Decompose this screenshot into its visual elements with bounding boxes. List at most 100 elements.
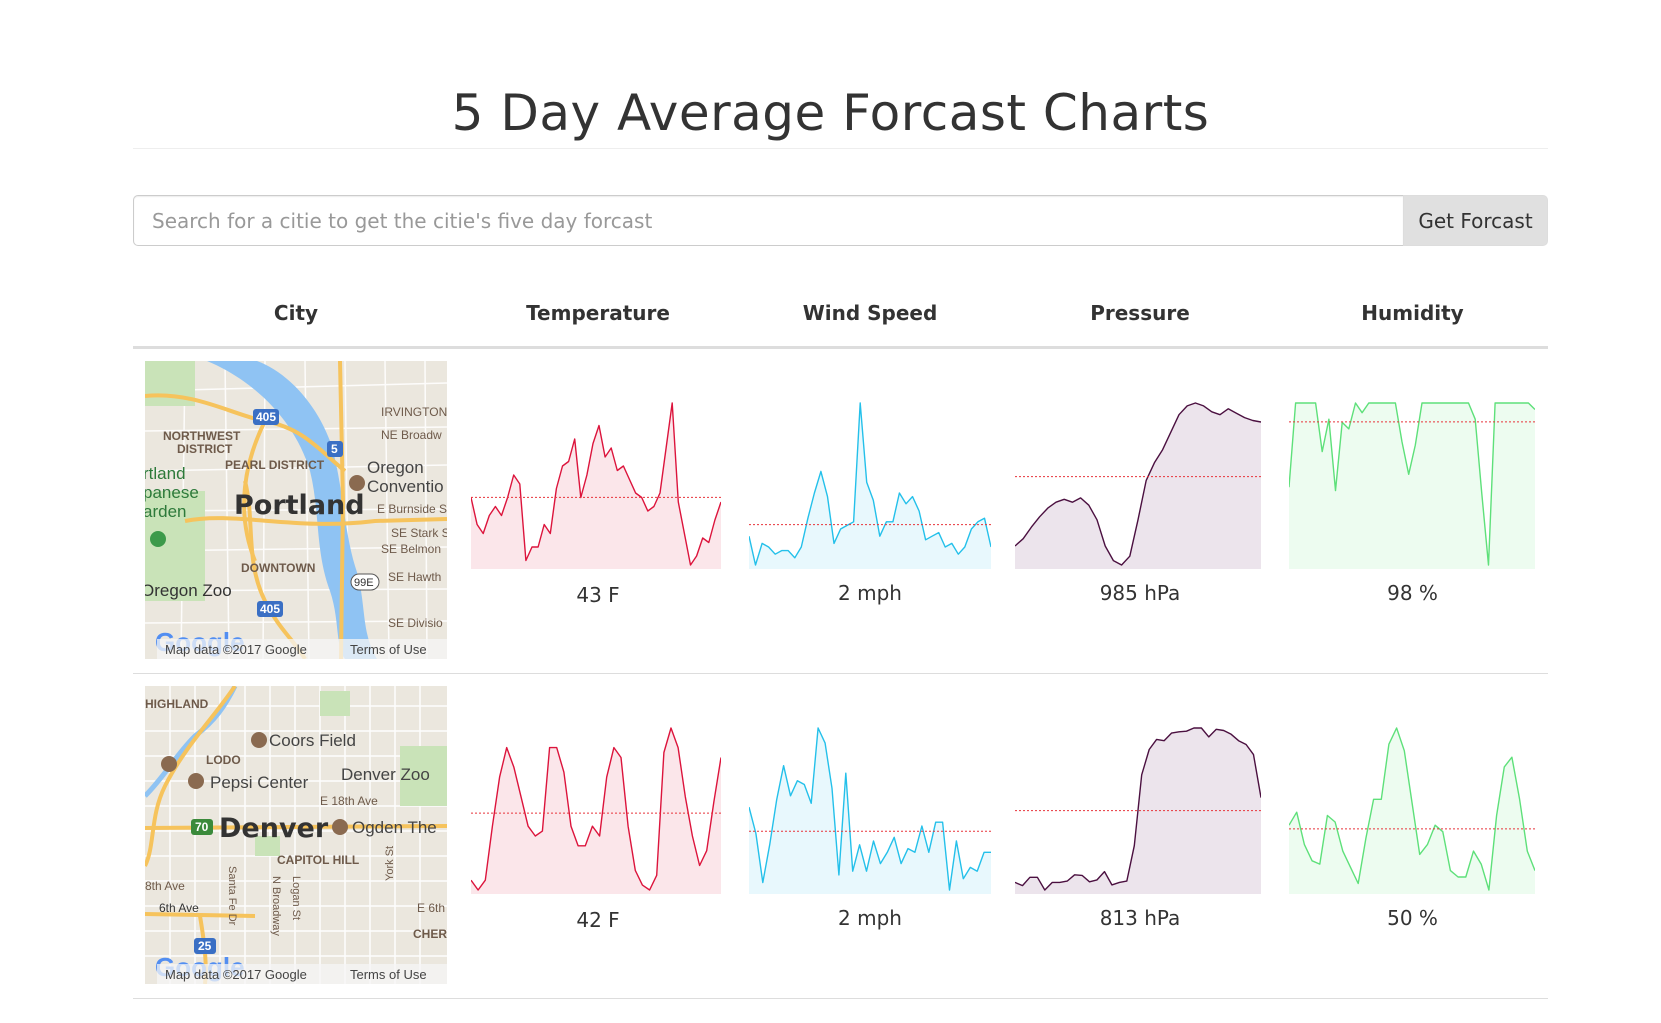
map-label: Logan St bbox=[290, 876, 302, 920]
pressure-cell: 985 hPa bbox=[1003, 347, 1277, 674]
map-attribution: Map data ©2017 Google bbox=[165, 642, 307, 657]
map-label: Conventio bbox=[367, 477, 444, 496]
map-shield-2: 25 bbox=[198, 939, 212, 953]
wind-speed-value: 2 mph bbox=[838, 581, 902, 605]
wind-speed-sparkline bbox=[749, 402, 991, 569]
humidity-sparkline bbox=[1289, 402, 1535, 569]
map-label: SE Belmon bbox=[381, 542, 441, 556]
temperature-cell: 43 F bbox=[459, 347, 737, 674]
temperature-area bbox=[471, 403, 721, 569]
map-label: NORTHWEST bbox=[163, 429, 241, 443]
table-row: 405 5 405 99E IRVINGTON NE Broadw NORTHW… bbox=[133, 347, 1548, 674]
map-label: SE Hawth bbox=[388, 570, 441, 584]
map-label: 8th Ave bbox=[145, 879, 185, 893]
map-attribution: Map data ©2017 Google bbox=[165, 967, 307, 982]
wind-speed-cell: 2 mph bbox=[737, 673, 1003, 999]
humidity-cell: 98 % bbox=[1277, 347, 1548, 674]
temperature-sparkline bbox=[471, 727, 721, 894]
map-label: Santa Fe Dr bbox=[226, 866, 238, 926]
map-label: N Broadway bbox=[270, 876, 282, 936]
map-label: arden bbox=[145, 502, 186, 521]
map-label: Ogden The bbox=[352, 818, 437, 837]
map-label: CAPITOL HILL bbox=[277, 853, 359, 867]
forecast-table: City Temperature Wind Speed Pressure Hum… bbox=[133, 280, 1548, 999]
wind-area bbox=[749, 728, 991, 894]
temperature-cell: 42 F bbox=[459, 673, 737, 999]
temperature-value: 42 F bbox=[576, 908, 620, 932]
wind-speed-cell: 2 mph bbox=[737, 347, 1003, 674]
temperature-line bbox=[471, 402, 721, 566]
get-forcast-button[interactable]: Get Forcast bbox=[1403, 195, 1548, 246]
humidity-cell: 50 % bbox=[1277, 673, 1548, 999]
humidity-line bbox=[1289, 402, 1535, 566]
city-map[interactable]: 70 25 HIGHLAND Coors Field LODO Pepsi Ce… bbox=[145, 686, 447, 984]
map-label: 6th Ave bbox=[159, 901, 199, 915]
wind-area bbox=[749, 403, 991, 569]
map-terms-link[interactable]: Terms of Use bbox=[350, 642, 427, 657]
map-label: DISTRICT bbox=[177, 442, 233, 456]
pressure-line bbox=[1015, 402, 1261, 566]
park-icon bbox=[150, 531, 166, 547]
map-shield-4: 99E bbox=[354, 577, 374, 589]
title-divider bbox=[133, 148, 1548, 149]
map-label: DOWNTOWN bbox=[241, 561, 315, 575]
map-label: Coors Field bbox=[269, 731, 356, 750]
wind-speed-sparkline bbox=[749, 727, 991, 894]
map-label: Pepsi Center bbox=[210, 773, 309, 792]
arena-icon bbox=[188, 773, 204, 789]
map-label: Oregon bbox=[367, 458, 424, 477]
map-label: PEARL DISTRICT bbox=[225, 458, 325, 472]
search-form: Get Forcast bbox=[133, 195, 1548, 246]
map-label: CHER bbox=[413, 927, 447, 941]
map-shield-3: 405 bbox=[260, 602, 280, 616]
map-label: Oregon Zoo bbox=[145, 581, 232, 600]
attraction-icon bbox=[161, 756, 177, 772]
temperature-value: 43 F bbox=[576, 583, 620, 607]
map-label: HIGHLAND bbox=[145, 697, 209, 711]
pressure-line bbox=[1015, 727, 1261, 891]
map-label: Denver Zoo bbox=[341, 765, 430, 784]
map-terms-link[interactable]: Terms of Use bbox=[350, 967, 427, 982]
temperature-sparkline bbox=[471, 402, 721, 569]
city-cell: 405 5 405 99E IRVINGTON NE Broadw NORTHW… bbox=[133, 347, 459, 674]
map-label: SE Divisio bbox=[388, 616, 443, 630]
map-label: E 18th Ave bbox=[320, 794, 378, 808]
page-title: 5 Day Average Forcast Charts bbox=[451, 83, 1210, 142]
header-temperature: Temperature bbox=[459, 280, 737, 349]
city-map[interactable]: 405 5 405 99E IRVINGTON NE Broadw NORTHW… bbox=[145, 361, 447, 659]
theater-icon bbox=[332, 819, 348, 835]
humidity-area bbox=[1289, 728, 1535, 894]
city-search-input[interactable] bbox=[133, 195, 1403, 246]
map-label: IRVINGTON bbox=[381, 405, 447, 419]
humidity-value: 98 % bbox=[1387, 581, 1438, 605]
header-humidity: Humidity bbox=[1277, 280, 1548, 349]
map-label: York St bbox=[384, 846, 396, 881]
wind-line bbox=[749, 402, 991, 566]
city-cell: 70 25 HIGHLAND Coors Field LODO Pepsi Ce… bbox=[133, 673, 459, 999]
map-label: SE Stark S bbox=[391, 526, 447, 540]
stadium-icon bbox=[251, 732, 267, 748]
humidity-sparkline bbox=[1289, 727, 1535, 894]
wind-speed-value: 2 mph bbox=[838, 906, 902, 930]
table-row: 70 25 HIGHLAND Coors Field LODO Pepsi Ce… bbox=[133, 673, 1548, 999]
pressure-value: 985 hPa bbox=[1099, 581, 1181, 605]
map-shield-1: 70 bbox=[195, 820, 209, 834]
venue-icon bbox=[349, 475, 365, 491]
pressure-sparkline bbox=[1015, 402, 1261, 569]
map-label: NE Broadw bbox=[381, 428, 442, 442]
wind-line bbox=[749, 727, 991, 891]
map-label: rtland bbox=[145, 464, 186, 483]
humidity-value: 50 % bbox=[1387, 906, 1438, 930]
header-wind-speed: Wind Speed bbox=[737, 280, 1003, 349]
humidity-area bbox=[1289, 403, 1535, 569]
map-city-label: Denver bbox=[219, 813, 329, 844]
table-header-row: City Temperature Wind Speed Pressure Hum… bbox=[133, 280, 1548, 349]
map-shield-1: 405 bbox=[256, 410, 276, 424]
pressure-sparkline bbox=[1015, 727, 1261, 894]
map-city-label: Portland bbox=[234, 490, 365, 521]
humidity-line bbox=[1289, 727, 1535, 891]
map-shield-2: 5 bbox=[331, 442, 338, 456]
pressure-area bbox=[1015, 403, 1261, 569]
temperature-line bbox=[471, 727, 721, 891]
header-city: City bbox=[133, 280, 459, 349]
